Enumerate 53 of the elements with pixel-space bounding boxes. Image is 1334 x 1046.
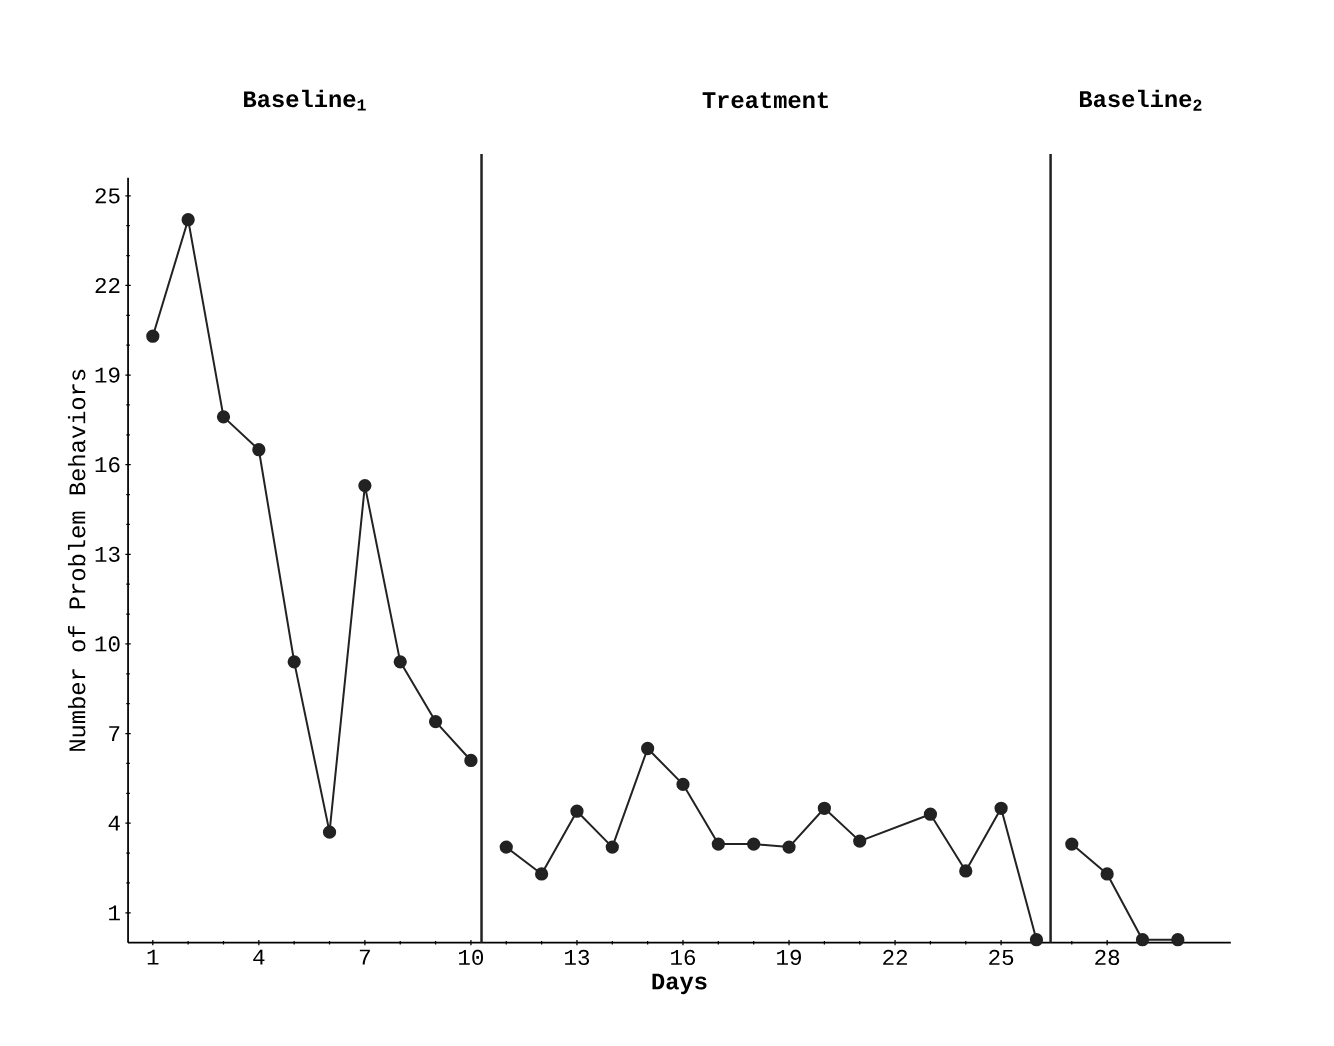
- point: [534, 867, 549, 881]
- y-axis-title: Number of Problem Behaviors: [67, 369, 86, 751]
- point: [1135, 933, 1150, 947]
- x-tick-label: 19: [777, 949, 801, 966]
- y-tick-label: 25: [95, 188, 120, 204]
- y-tick-label: 16: [95, 457, 120, 473]
- point: [1029, 933, 1044, 947]
- point: [817, 801, 831, 815]
- point: [711, 837, 725, 851]
- text: Baseline$_{1}$: [244, 89, 366, 111]
- x-tick-label: 1: [147, 949, 159, 965]
- text: Baseline$_{2}$: [1079, 89, 1202, 111]
- point: [1171, 933, 1185, 947]
- y-tick-label: 10: [95, 636, 120, 652]
- x-tick-label: 13: [565, 949, 590, 966]
- x-axis-title: Days: [652, 973, 707, 995]
- point: [959, 864, 973, 878]
- x-tick-label: 28: [1095, 949, 1120, 966]
- point: [146, 329, 160, 343]
- point: [499, 840, 513, 854]
- point: [570, 804, 584, 818]
- point: [216, 410, 231, 424]
- x-tick-label: 10: [459, 949, 484, 966]
- point: [393, 655, 407, 669]
- x-tick-label: 16: [671, 949, 696, 966]
- point: [252, 443, 266, 457]
- x-tick-label: 22: [883, 949, 907, 965]
- y-tick-label: 4: [108, 815, 120, 831]
- y-tick-label: 22: [95, 277, 120, 294]
- point: [641, 741, 655, 756]
- text: Treatment: [702, 92, 828, 109]
- point: [782, 840, 796, 854]
- point: [747, 837, 761, 851]
- x-tick-label: 4: [253, 949, 265, 965]
- y-tick-label: 19: [95, 367, 120, 383]
- y-tick-label: 1: [109, 905, 120, 921]
- y-tick-label: 13: [95, 546, 120, 562]
- point: [923, 807, 938, 821]
- point: [428, 715, 443, 729]
- y-tick-label: 7: [109, 726, 120, 742]
- x-tick-label: 7: [359, 949, 370, 965]
- x-tick-label: 25: [989, 949, 1014, 966]
- point: [676, 777, 690, 792]
- point: [853, 834, 867, 848]
- point: [322, 825, 337, 839]
- point: [287, 655, 301, 669]
- point: [181, 213, 195, 227]
- point: [605, 840, 619, 854]
- point: [358, 479, 372, 493]
- point: [1065, 837, 1079, 851]
- point: [464, 753, 478, 768]
- point: [1100, 867, 1114, 881]
- point: [994, 801, 1008, 815]
